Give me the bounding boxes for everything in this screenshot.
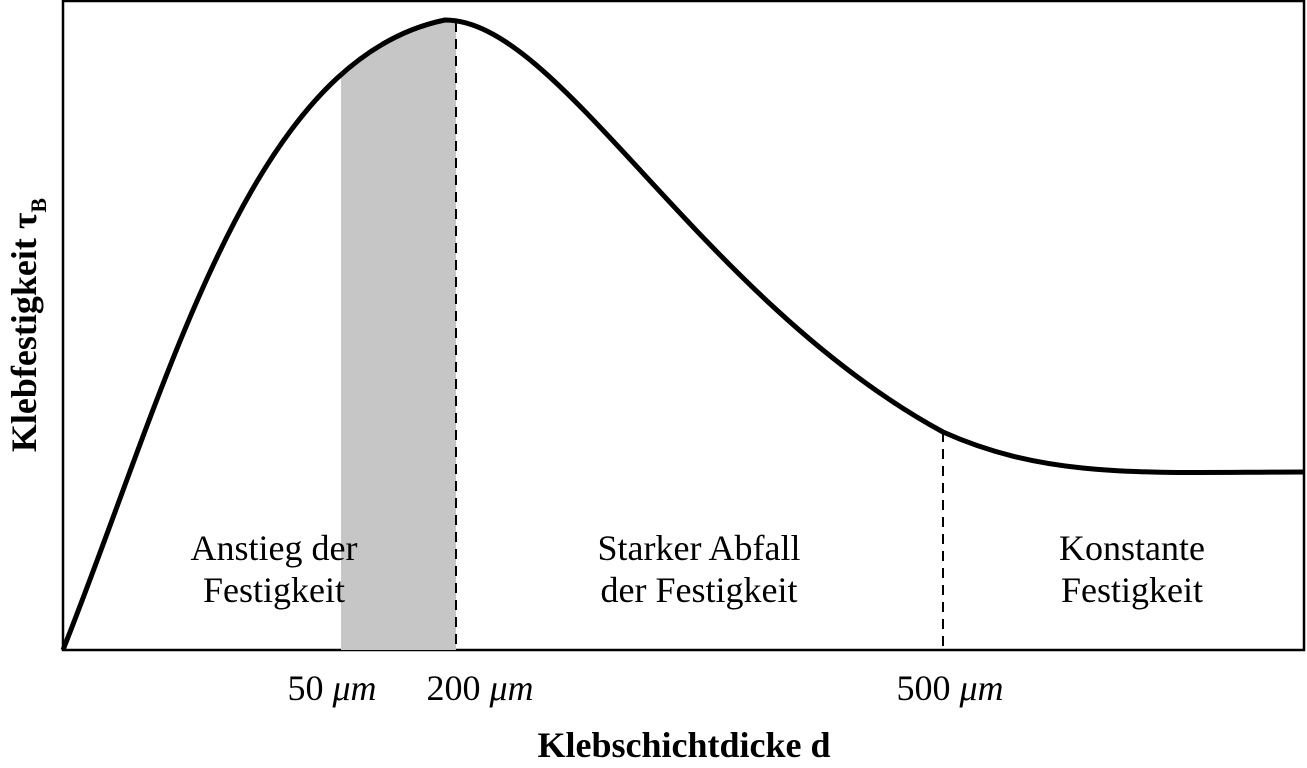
tick-unit: μm [958, 668, 1003, 708]
y-axis-label: Klebfestigkeit τB [4, 198, 51, 453]
tick-number: 200 [426, 668, 480, 708]
x-axis-label: Klebschichtdicke d [537, 725, 830, 765]
x-tick-label: 200 μm [426, 668, 533, 708]
region-label: der Festigkeit [601, 570, 798, 610]
region-label: Starker Abfall [598, 528, 801, 568]
region-label: Festigkeit [203, 570, 345, 610]
x-tick-label: 500 μm [896, 668, 1003, 708]
tick-unit: μm [331, 668, 376, 708]
region-label: Festigkeit [1061, 570, 1203, 610]
region-label: Anstieg der [191, 528, 358, 568]
strength-curve [60, 17, 1306, 651]
y-axis-label-main: Klebfestigkeit τ [4, 212, 44, 452]
tick-number: 50 [287, 668, 323, 708]
y-axis-label-subscript: B [26, 198, 51, 213]
plot-frame [61, 0, 1306, 652]
optimal-range-band [341, 20, 456, 650]
x-tick-label: 50 μm [287, 668, 376, 708]
tick-number: 500 [896, 668, 950, 708]
region-label: Konstante [1059, 528, 1205, 568]
tick-unit: μm [488, 668, 533, 708]
